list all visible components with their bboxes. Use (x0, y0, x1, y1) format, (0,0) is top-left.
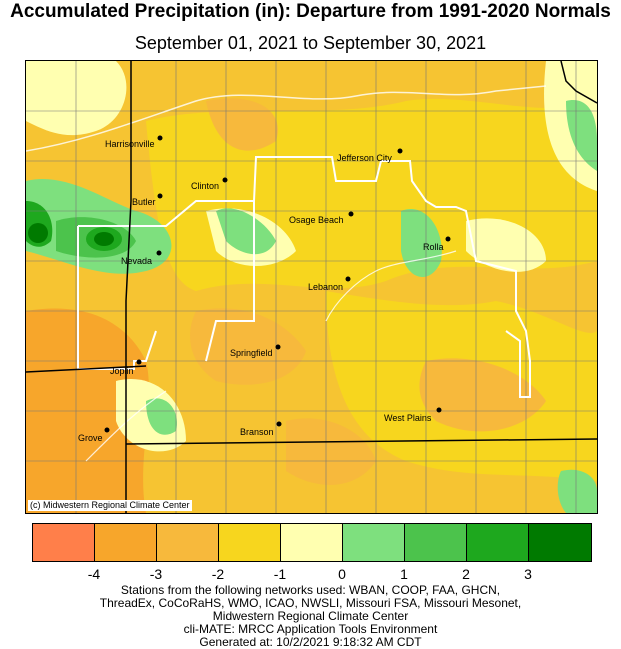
city-dot-butler (157, 193, 163, 199)
footer-line: Midwestern Regional Climate Center (212, 609, 409, 623)
map-credit: (c) Midwestern Regional Climate Center (28, 500, 192, 511)
city-dot-harrisonville (157, 135, 163, 141)
legend-swatch-3 (219, 524, 281, 561)
river-center (325, 250, 457, 322)
legend-swatch-4 (281, 524, 343, 561)
dark-green-spot-butler (94, 232, 114, 246)
orange-zone-south (190, 308, 306, 385)
legend-swatch-1 (95, 524, 157, 561)
city-label-rolla: Rolla (423, 242, 444, 252)
legend-tick-label: -1 (273, 566, 287, 582)
city-dot-branson (276, 421, 282, 427)
legend-swatch-8 (529, 524, 591, 561)
city-label-osage-beach: Osage Beach (289, 215, 344, 225)
state-line-west (125, 61, 132, 513)
legend-tick-label: -3 (149, 566, 163, 582)
green-zone-se (557, 469, 597, 513)
city-label-branson: Branson (240, 427, 274, 437)
city-dot-osage-beach (348, 211, 354, 217)
city-dot-joplin (136, 359, 142, 365)
dark-green-spot (28, 223, 48, 243)
state-line-ks-ok (26, 365, 147, 373)
city-label-springfield: Springfield (230, 348, 273, 358)
map-subtitle: September 01, 2021 to September 30, 2021 (134, 33, 487, 53)
legend-tick-label: -2 (211, 566, 225, 582)
green-zone-center (216, 208, 276, 255)
legend-tick-label: -4 (87, 566, 101, 582)
city-label-jefferson-city: Jefferson City (337, 153, 392, 163)
legend-swatch-5 (343, 524, 405, 561)
precipitation-map: Harrisonville Clinton Jefferson City But… (25, 60, 598, 514)
city-label-butler: Butler (132, 197, 156, 207)
map-canvas: Harrisonville Clinton Jefferson City But… (26, 61, 597, 513)
city-label-lebanon: Lebanon (308, 282, 343, 292)
footer-notes: Stations from the following networks use… (0, 584, 621, 649)
county-lines (26, 61, 597, 513)
orange-zone-branson (286, 418, 376, 485)
city-label-grove: Grove (78, 433, 103, 443)
city-label-clinton: Clinton (191, 181, 219, 191)
city-dot-grove (104, 427, 110, 433)
footer-line: cli-MATE: MRCC Application Tools Environ… (183, 622, 438, 636)
green-zone-ne (566, 100, 597, 171)
legend-ticks: -4 -3 -2 -1 0 1 2 3 (0, 566, 621, 584)
footer-line: Stations from the following networks use… (120, 583, 501, 597)
orange-zone-north (206, 98, 278, 151)
city-label-joplin: Joplin (110, 366, 134, 376)
river-north (26, 85, 547, 152)
state-line-ne (560, 61, 597, 104)
footer-line: ThreadEx, CoCoRaHS, WMO, ICAO, NWSLI, Mi… (99, 596, 522, 610)
city-dot-jefferson-city (397, 148, 403, 154)
city-dot-west-plains (436, 407, 442, 413)
city-dot-lebanon (345, 276, 351, 282)
city-dot-clinton (222, 177, 228, 183)
legend-swatch-0 (33, 524, 95, 561)
legend-tick-label: 2 (462, 566, 470, 582)
state-line-ar (125, 438, 597, 445)
city-label-west-plains: West Plains (384, 413, 432, 423)
legend-swatch-6 (405, 524, 467, 561)
legend-swatch-7 (467, 524, 529, 561)
city-dot-rolla (445, 236, 451, 242)
city-dot-nevada (156, 250, 162, 256)
city-label-harrisonville: Harrisonville (105, 139, 155, 149)
map-title: Accumulated Precipitation (in): Departur… (10, 1, 611, 22)
region-boundary (77, 156, 531, 398)
legend-tick-label: 0 (338, 566, 346, 582)
legend-tick-label: 3 (524, 566, 532, 582)
color-legend (32, 523, 592, 562)
city-label-nevada: Nevada (121, 256, 152, 266)
city-markers: Harrisonville Clinton Jefferson City But… (78, 135, 451, 443)
green-zone-rolla (401, 209, 442, 278)
green-zone-south (146, 398, 177, 435)
city-dot-springfield (275, 344, 281, 350)
orange-zone-se (419, 358, 546, 432)
legend-tick-label: 1 (400, 566, 408, 582)
legend-swatch-2 (157, 524, 219, 561)
footer-line: Generated at: 10/2/2021 9:18:32 AM CDT (199, 635, 422, 649)
